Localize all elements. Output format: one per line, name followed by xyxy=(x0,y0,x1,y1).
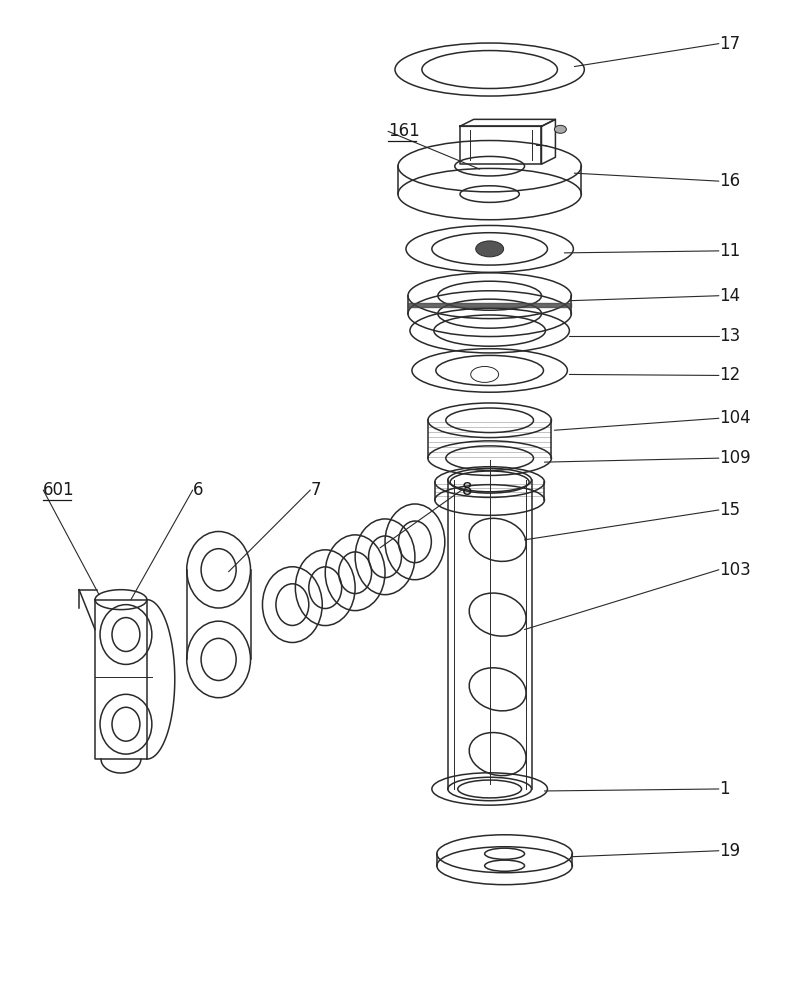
Text: 8: 8 xyxy=(461,481,472,499)
Text: 161: 161 xyxy=(388,122,420,140)
Text: 601: 601 xyxy=(43,481,75,499)
Text: 6: 6 xyxy=(193,481,204,499)
Ellipse shape xyxy=(476,241,504,257)
Text: 109: 109 xyxy=(719,449,751,467)
Ellipse shape xyxy=(554,125,567,133)
Text: 13: 13 xyxy=(719,327,740,345)
Text: 19: 19 xyxy=(719,842,740,860)
Text: 103: 103 xyxy=(719,561,751,579)
Text: 7: 7 xyxy=(310,481,321,499)
Text: 17: 17 xyxy=(719,35,740,53)
Text: 11: 11 xyxy=(719,242,740,260)
Text: 104: 104 xyxy=(719,409,751,427)
Text: 1: 1 xyxy=(719,780,729,798)
Text: 16: 16 xyxy=(719,172,740,190)
Text: 14: 14 xyxy=(719,287,740,305)
Text: 12: 12 xyxy=(719,366,740,384)
Text: 15: 15 xyxy=(719,501,740,519)
